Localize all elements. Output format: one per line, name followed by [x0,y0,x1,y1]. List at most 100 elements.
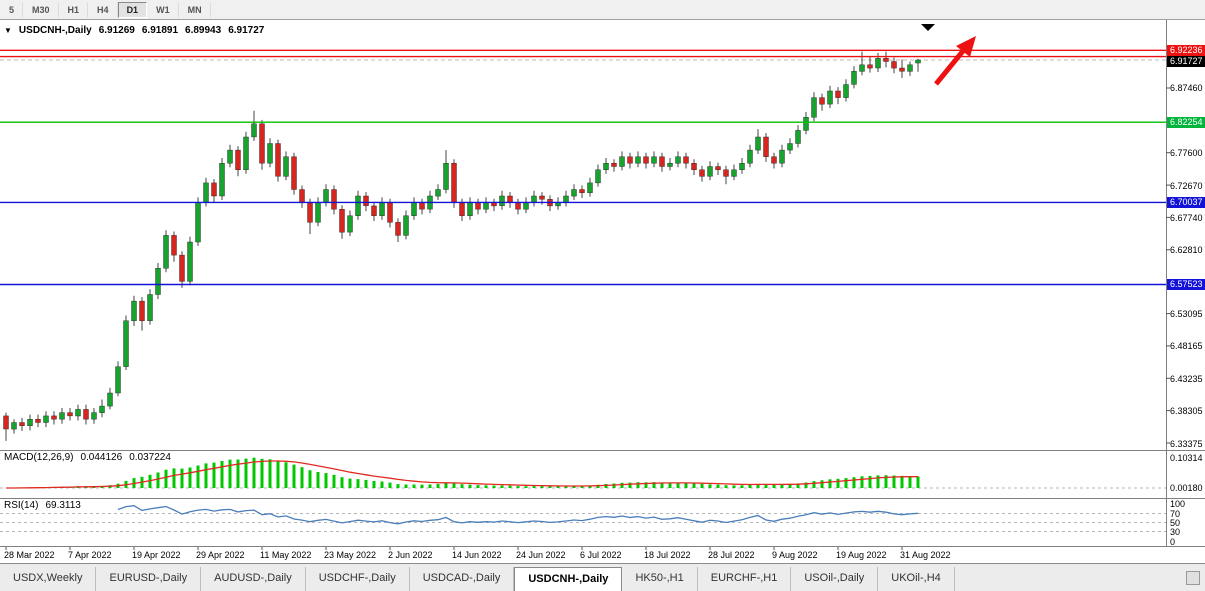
timeframe-button-m30[interactable]: M30 [23,1,59,18]
chart-tab-usoil-daily[interactable]: USOil-,Daily [791,567,879,591]
price-tick-label: 6.38305 [1170,406,1203,417]
candle-body [43,415,49,423]
timeframe-button-h4[interactable]: H4 [88,1,118,18]
chart-tab-usdcad-daily[interactable]: USDCAD-,Daily [410,567,515,591]
candle-body [107,392,113,407]
chart-title: ▼ USDCNH-,Daily 6.91269 6.91891 6.89943 … [4,25,264,36]
candle-body [179,254,185,282]
macd-panel [0,457,1166,489]
candle-body [635,156,641,164]
candle-body [435,189,441,197]
timeframe-button-5[interactable]: 5 [0,1,24,18]
candle-body [227,149,233,164]
price-axis[interactable]: 6.87460 6.77600 6.72670 6.67740 6.62810 6.530… [1167,20,1205,547]
candle-body [331,189,337,210]
ohlc-open-value: 6.91269 [98,25,135,36]
chart-tab-usdx-weekly[interactable]: USDX,Weekly [0,567,97,591]
candle-body [595,169,601,184]
candle-body [699,169,705,177]
candle-body [387,202,393,223]
timeframe-button-mn[interactable]: MN [179,1,211,18]
candle-body [235,149,241,171]
price-line-badge: 6.82254 [1167,116,1205,128]
candle-body [459,202,465,216]
date-tick-label: 2 Jun 2022 [388,550,433,560]
ohlc-high-value: 6.91891 [141,25,179,36]
chart-tab-usdcnh-daily[interactable]: USDCNH-,Daily [514,567,623,591]
candle-body [19,422,25,426]
candle-body [403,215,409,236]
chart-tab-ukoil-h4[interactable]: UKOil-,H4 [878,567,955,591]
macd-label: MACD(12,26,9) [4,452,74,463]
chart-tab-eurchf-h1[interactable]: EURCHF-,H1 [698,567,792,591]
candle-body [243,136,249,170]
tab-scroll-button[interactable] [1186,571,1200,585]
time-axis[interactable]: 28 Mar 2022 7 Apr 2022 19 Apr 2022 29 Apr 2… [0,547,1166,563]
candle-body [539,195,545,200]
timeframe-button-h1[interactable]: H1 [59,1,89,18]
symbol-dropdown-icon[interactable]: ▼ [4,26,12,35]
chart-tab-audusd-daily[interactable]: AUDUSD-,Daily [201,567,306,591]
candle-body [507,195,513,203]
candle-body [91,412,97,420]
price-tick-label: 6.62810 [1170,245,1203,256]
candle-body [675,156,681,164]
candle-body [659,156,665,167]
candle-body [115,366,121,394]
rsi-indicator-header: RSI(14) 69.3113 [4,500,81,511]
timeframe-button-w1[interactable]: W1 [147,1,179,18]
candle-body [611,162,617,167]
chart-tab-bar: USDX,Weekly EURUSD-,Daily AUDUSD-,Daily USD… [0,563,1205,591]
candle-body [587,182,593,193]
candle-body [795,130,801,144]
candle-body [787,143,793,151]
candle-body [147,294,153,321]
candle-body [187,241,193,282]
rsi-axis-label: 30 [1170,527,1181,537]
date-tick-label: 31 Aug 2022 [900,550,951,560]
date-tick-label: 11 May 2022 [260,550,312,560]
date-tick-label: 19 Aug 2022 [836,550,887,560]
price-tick-label: 6.43235 [1170,373,1203,384]
candle-body [571,189,577,197]
candle-body [899,67,905,72]
chart-tab-hk50-h1[interactable]: HK50-,H1 [622,567,698,591]
candle-body [827,90,833,105]
ohlc-low-value: 6.89943 [185,25,222,36]
date-tick-label: 18 Jul 2022 [644,550,691,560]
triangle-marker-icon[interactable] [921,24,935,31]
candle-body [739,162,745,170]
candle-body [475,202,481,210]
candle-body [99,405,105,413]
date-tick-label: 28 Jul 2022 [708,550,755,560]
candle-body [27,419,33,427]
candle-body [803,117,809,131]
candle-body [67,412,73,417]
candle-body [131,300,137,322]
candle-body [531,195,537,203]
chart-window: ▼ USDCNH-,Daily 6.91269 6.91891 6.89943 … [0,20,1205,563]
candle-body [291,156,297,190]
price-tick-label: 6.67740 [1170,212,1203,223]
candle-body [651,156,657,164]
candle-body [707,166,713,177]
timeframe-toolbar: 5 M30 H1 H4 D1 W1 MN [0,0,1205,20]
candle-body [667,162,673,167]
candle-body [771,156,777,164]
chart-tab-eurusd-daily[interactable]: EURUSD-,Daily [96,567,202,591]
price-tick-label: 6.87460 [1170,83,1203,94]
candle-body [883,58,889,62]
candle-body [907,64,913,72]
candle-body [395,222,401,236]
rsi-axis-label: 0 [1170,537,1176,547]
trend-arrow-annotation[interactable] [934,36,976,86]
candle-body [691,162,697,170]
macd-indicator-header: MACD(12,26,9) 0.044126 0.037224 [4,452,171,463]
candle-body [371,205,377,216]
candle-body [59,412,65,420]
price-tick-label: 6.53095 [1170,309,1203,320]
chart-canvas[interactable] [0,20,1205,563]
chart-tab-usdchf-daily[interactable]: USDCHF-,Daily [306,567,410,591]
timeframe-button-d1[interactable]: D1 [117,1,148,18]
